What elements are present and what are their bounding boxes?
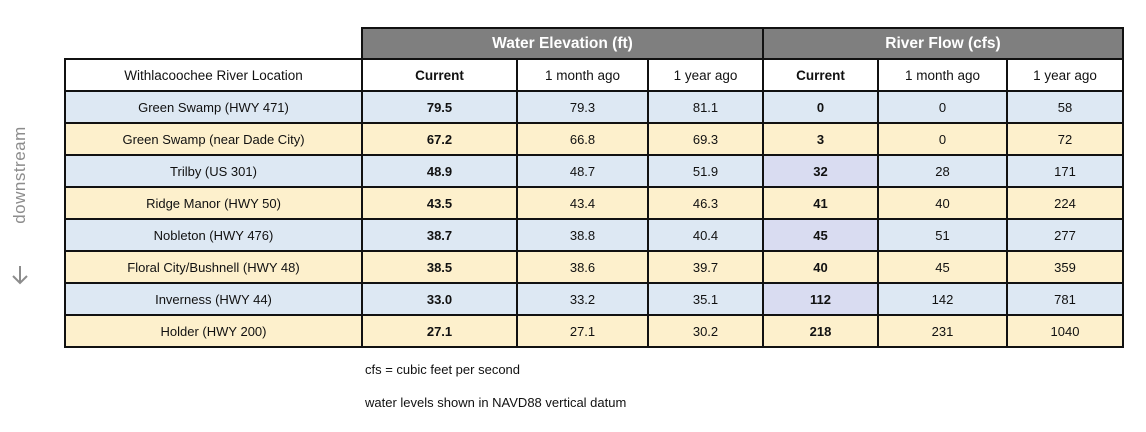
flow-month-cell: 0	[877, 90, 1008, 124]
table-row: Nobleton (HWY 476) 38.7 38.8 40.4 45 51 277	[64, 218, 1124, 252]
elevation-current-cell: 27.1	[361, 314, 518, 348]
elevation-year-cell: 81.1	[647, 90, 764, 124]
elevation-year-cell: 39.7	[647, 250, 764, 284]
location-cell: Inverness (HWY 44)	[64, 282, 363, 316]
cfs-note: cfs = cubic feet per second	[365, 362, 521, 377]
table-row: Holder (HWY 200) 27.1 27.1 30.2 218 231 1040	[64, 314, 1124, 348]
flow-year-cell: 171	[1006, 154, 1124, 188]
elevation-current-cell: 38.7	[361, 218, 518, 252]
elevation-month-cell: 43.4	[516, 186, 649, 220]
flow-month-cell: 45	[877, 250, 1008, 284]
location-cell: Green Swamp (near Dade City)	[64, 122, 363, 156]
elevation-month-cell: 48.7	[516, 154, 649, 188]
elevation-month-cell: 33.2	[516, 282, 649, 316]
flow-current-header: Current	[762, 58, 879, 92]
elevation-month-cell: 79.3	[516, 90, 649, 124]
location-cell: Trilby (US 301)	[64, 154, 363, 188]
elevation-current-cell: 48.9	[361, 154, 518, 188]
location-cell: Ridge Manor (HWY 50)	[64, 186, 363, 220]
flow-year-cell: 277	[1006, 218, 1124, 252]
datum-note: water levels shown in NAVD88 vertical da…	[365, 395, 627, 410]
elevation-current-header: Current	[361, 58, 518, 92]
river-data-table: Water Elevation (ft) River Flow (cfs) Wi…	[64, 27, 1124, 348]
flow-current-cell: 45	[762, 218, 879, 252]
elevation-current-cell: 79.5	[361, 90, 518, 124]
location-cell: Nobleton (HWY 476)	[64, 218, 363, 252]
elevation-year-cell: 69.3	[647, 122, 764, 156]
elevation-year-cell: 46.3	[647, 186, 764, 220]
table-row: Ridge Manor (HWY 50) 43.5 43.4 46.3 41 40 224	[64, 186, 1124, 220]
flow-current-cell: 112	[762, 282, 879, 316]
elevation-current-cell: 67.2	[361, 122, 518, 156]
blank-corner	[65, 28, 362, 59]
location-cell: Holder (HWY 200)	[64, 314, 363, 348]
flow-month-cell: 28	[877, 154, 1008, 188]
location-cell: Floral City/Bushnell (HWY 48)	[64, 250, 363, 284]
elevation-year-cell: 40.4	[647, 218, 764, 252]
flow-year-cell: 224	[1006, 186, 1124, 220]
location-cell: Green Swamp (HWY 471)	[64, 90, 363, 124]
flow-month-cell: 231	[877, 314, 1008, 348]
flow-year-cell: 72	[1006, 122, 1124, 156]
elevation-year-header: 1 year ago	[647, 58, 764, 92]
water-elevation-header: Water Elevation (ft)	[361, 27, 764, 60]
arrow-down-icon	[12, 266, 28, 285]
flow-year-cell: 781	[1006, 282, 1124, 316]
table-row: Green Swamp (near Dade City) 67.2 66.8 69.3…	[64, 122, 1124, 156]
table-row: Trilby (US 301) 48.9 48.7 51.9 32 28 171	[64, 154, 1124, 188]
elevation-current-cell: 38.5	[361, 250, 518, 284]
elevation-month-cell: 66.8	[516, 122, 649, 156]
flow-current-cell: 218	[762, 314, 879, 348]
elevation-current-cell: 33.0	[361, 282, 518, 316]
flow-month-cell: 40	[877, 186, 1008, 220]
table-row: Green Swamp (HWY 471) 79.5 79.3 81.1 0 0 58	[64, 90, 1124, 124]
flow-current-cell: 3	[762, 122, 879, 156]
flow-current-cell: 40	[762, 250, 879, 284]
flow-year-cell: 359	[1006, 250, 1124, 284]
location-column-header: Withlacoochee River Location	[64, 58, 363, 92]
flow-month-cell: 51	[877, 218, 1008, 252]
table-row: Inverness (HWY 44) 33.0 33.2 35.1 112 142 781	[64, 282, 1124, 316]
flow-current-cell: 0	[762, 90, 879, 124]
elevation-current-cell: 43.5	[361, 186, 518, 220]
elevation-month-cell: 38.6	[516, 250, 649, 284]
elevation-year-cell: 51.9	[647, 154, 764, 188]
elevation-month-cell: 27.1	[516, 314, 649, 348]
flow-current-cell: 41	[762, 186, 879, 220]
flow-month-header: 1 month ago	[877, 58, 1008, 92]
elevation-month-cell: 38.8	[516, 218, 649, 252]
elevation-month-header: 1 month ago	[516, 58, 649, 92]
flow-current-cell: 32	[762, 154, 879, 188]
flow-year-cell: 1040	[1006, 314, 1124, 348]
flow-year-header: 1 year ago	[1006, 58, 1124, 92]
flow-month-cell: 0	[877, 122, 1008, 156]
river-flow-header: River Flow (cfs)	[762, 27, 1124, 60]
elevation-year-cell: 35.1	[647, 282, 764, 316]
table-row: Floral City/Bushnell (HWY 48) 38.5 38.6 39.…	[64, 250, 1124, 284]
downstream-label: downstream	[10, 126, 29, 224]
flow-year-cell: 58	[1006, 90, 1124, 124]
elevation-year-cell: 30.2	[647, 314, 764, 348]
flow-month-cell: 142	[877, 282, 1008, 316]
